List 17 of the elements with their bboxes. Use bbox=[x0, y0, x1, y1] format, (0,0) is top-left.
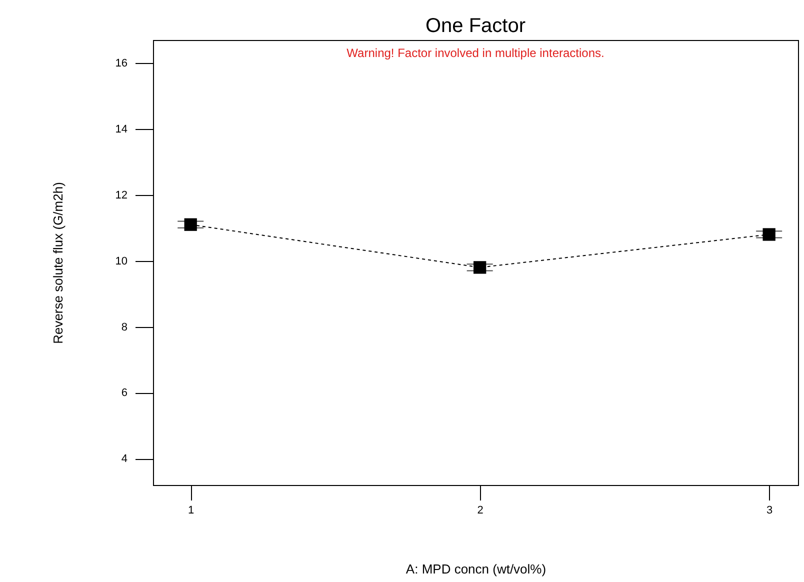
y-tick-label: 10 bbox=[115, 255, 128, 268]
point bbox=[762, 228, 776, 241]
point bbox=[474, 261, 486, 274]
x-tick-label: 3 bbox=[766, 504, 773, 516]
y-tick-label: 8 bbox=[121, 321, 128, 334]
point bbox=[184, 218, 197, 231]
y-tick-label: 6 bbox=[121, 387, 128, 400]
y-tick-label: 16 bbox=[115, 58, 128, 70]
annotation: Warning! Factor involved in multiple interactions. bbox=[346, 46, 604, 60]
y-tick-label: 14 bbox=[115, 124, 128, 136]
x-tick-label: 2 bbox=[477, 504, 484, 516]
y-tick-label: 4 bbox=[121, 453, 128, 466]
y-tick-label: 12 bbox=[115, 189, 128, 202]
x-axis-title: A: MPD concn (wt/vol%) bbox=[406, 562, 546, 576]
y-axis-title: Reverse solute flux (G/m2h) bbox=[50, 182, 66, 344]
chart-title: One Factor bbox=[425, 15, 526, 37]
x-tick-label: 1 bbox=[188, 504, 194, 516]
